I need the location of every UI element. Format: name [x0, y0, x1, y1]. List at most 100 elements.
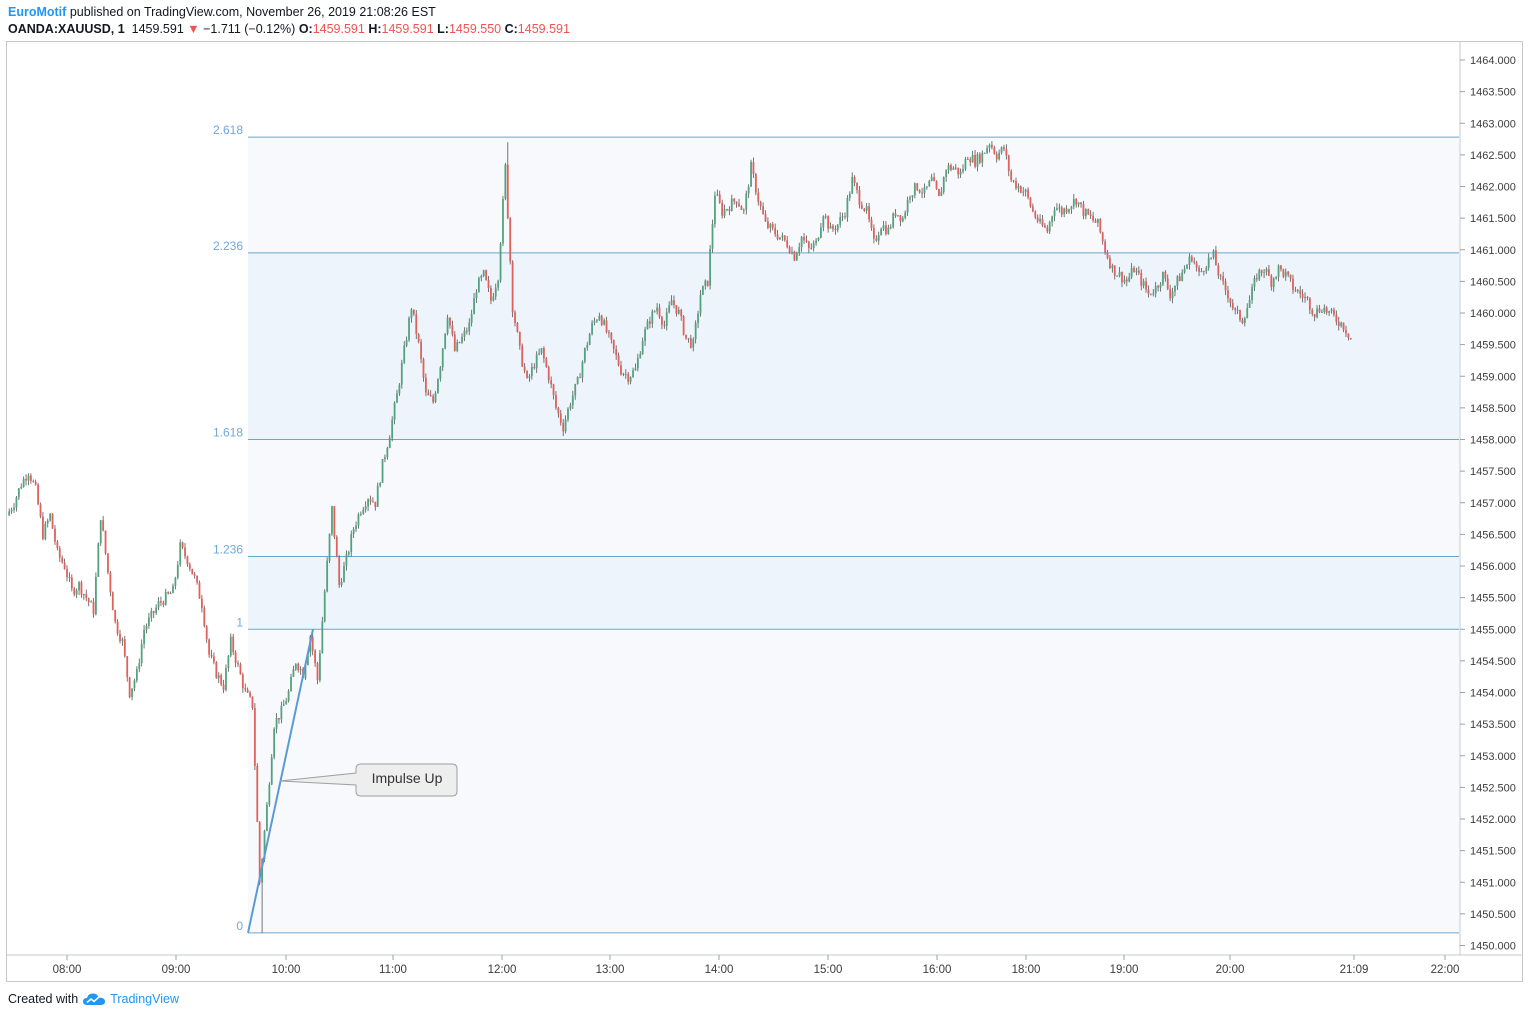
- candle-body: [408, 318, 410, 340]
- candle-body: [458, 342, 461, 344]
- candle-body: [477, 277, 480, 293]
- candle-body: [851, 177, 854, 194]
- x-tick-label: 12:00: [488, 964, 517, 976]
- candle-body: [314, 650, 316, 664]
- candle-body: [1000, 147, 1003, 153]
- candle-body: [66, 568, 68, 578]
- candle-body: [767, 221, 769, 228]
- candle-body: [290, 676, 292, 692]
- candle: [870, 216, 873, 231]
- candle-body: [306, 652, 309, 665]
- author-link[interactable]: EuroMotif: [8, 5, 67, 19]
- candle: [1333, 307, 1335, 317]
- candle-body: [1135, 270, 1138, 273]
- candle: [805, 235, 808, 244]
- candle: [1313, 313, 1316, 322]
- candle: [1224, 278, 1227, 296]
- candle: [107, 553, 109, 575]
- candle: [405, 336, 408, 348]
- candle: [608, 329, 610, 338]
- candle: [111, 591, 114, 611]
- candle: [718, 190, 721, 204]
- candle-body: [1183, 268, 1186, 273]
- fib-zone-fills: [248, 137, 1459, 933]
- y-tick-label: 1450.000: [1470, 941, 1516, 953]
- candle: [1130, 263, 1133, 280]
- candle-body: [270, 757, 273, 785]
- candle-body: [1337, 321, 1340, 327]
- candle: [1118, 266, 1121, 278]
- candle-body: [933, 177, 936, 182]
- impulse-up-callout[interactable]: Impulse Up: [279, 763, 458, 797]
- candle-body: [687, 338, 690, 340]
- candle: [909, 195, 911, 204]
- candle: [319, 650, 321, 683]
- candle: [670, 295, 673, 306]
- candle: [810, 243, 813, 250]
- candle: [58, 545, 61, 562]
- candle: [1227, 285, 1229, 303]
- candle-body: [1299, 290, 1302, 295]
- candle-body: [133, 680, 136, 689]
- candle-body: [646, 321, 649, 330]
- candle: [740, 205, 743, 210]
- candle-body: [887, 227, 890, 235]
- candle: [523, 363, 526, 374]
- candle: [1178, 273, 1181, 282]
- candle: [728, 206, 731, 216]
- tradingview-link[interactable]: TradingView: [110, 992, 179, 1006]
- candle-body: [143, 629, 145, 645]
- candle: [412, 309, 415, 316]
- y-tick-label: 1453.500: [1470, 719, 1516, 731]
- candle: [730, 194, 733, 212]
- candle: [446, 314, 449, 336]
- candle-body: [954, 167, 957, 169]
- candle: [526, 370, 528, 379]
- candle-body: [1070, 206, 1073, 210]
- candle-body: [904, 212, 907, 218]
- candle: [133, 678, 136, 692]
- candle-body: [39, 504, 42, 517]
- candle: [930, 173, 933, 182]
- candle: [591, 320, 593, 336]
- candle-body: [899, 215, 902, 222]
- candle: [1236, 305, 1239, 315]
- candle: [704, 279, 707, 290]
- y-tick-label: 1460.500: [1470, 276, 1516, 288]
- candle: [396, 389, 398, 403]
- candle-body: [991, 144, 993, 148]
- candle-body: [706, 280, 709, 286]
- candle-body: [352, 529, 355, 534]
- candle-body: [1280, 265, 1282, 270]
- candle: [721, 199, 724, 219]
- candle-body: [1195, 262, 1198, 268]
- candle: [46, 518, 49, 528]
- candle-body: [400, 362, 403, 385]
- candle-body: [805, 240, 808, 242]
- candle: [222, 679, 225, 694]
- candle-body: [1253, 277, 1256, 288]
- candle: [39, 502, 42, 519]
- candle-body: [807, 241, 810, 249]
- candle-body: [658, 307, 661, 318]
- candle-body: [945, 170, 948, 178]
- candle: [323, 589, 326, 623]
- candle: [750, 159, 752, 187]
- candle-body: [61, 557, 64, 563]
- candle: [610, 332, 613, 344]
- candle-body: [1219, 275, 1222, 277]
- candle: [145, 623, 148, 634]
- candle: [1318, 304, 1321, 314]
- candle: [981, 150, 984, 168]
- fib-level-label: 2.618: [213, 123, 243, 137]
- published-text: published on TradingView.com, November 2…: [69, 5, 436, 19]
- candle-body: [196, 575, 198, 583]
- candle-body: [198, 582, 201, 599]
- candle: [441, 348, 444, 371]
- candle: [769, 223, 772, 233]
- candle: [1234, 307, 1237, 315]
- candle: [904, 210, 907, 220]
- candle: [627, 371, 630, 385]
- candle: [1012, 179, 1015, 183]
